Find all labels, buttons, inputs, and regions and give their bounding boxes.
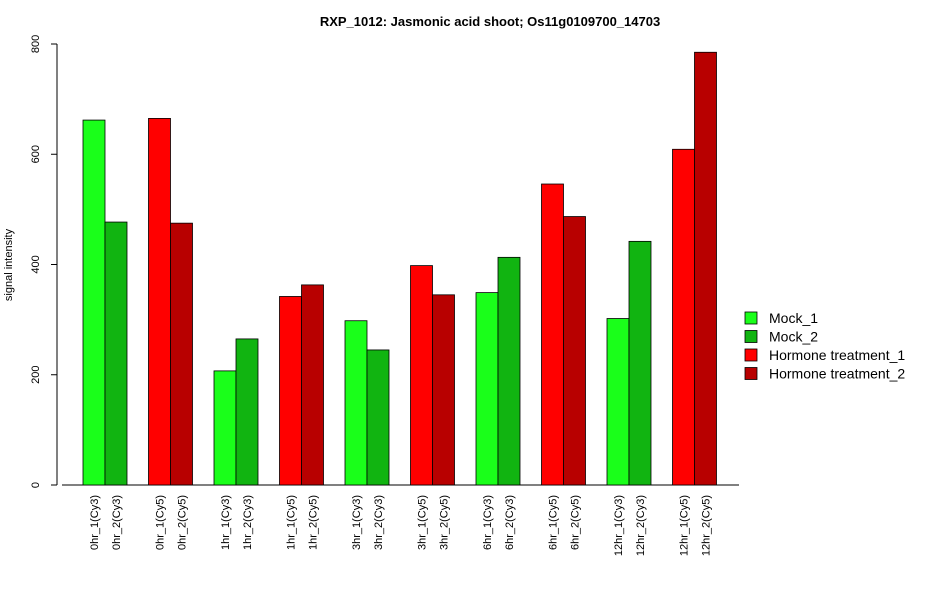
bars [82,51,717,486]
x-tick-label: 0hr_2(Cy5) [177,495,189,550]
bar-0hr_1(Cy3) [82,119,106,486]
bar-12hr_1(Cy3) [606,318,630,486]
legend-label: Mock_2 [769,329,818,345]
legend-label: Mock_1 [769,310,818,326]
bar-6hr_2(Cy3) [497,256,521,486]
bar-1hr_1(Cy3) [213,370,237,486]
bar-3hr_1(Cy5) [410,265,433,486]
x-tick-label: 0hr_1(Cy3) [89,495,101,550]
x-tick-label: 6hr_2(Cy3) [504,495,516,550]
bar-6hr_1(Cy3) [475,292,499,486]
x-tick-label: 1hr_1(Cy5) [286,495,298,550]
x-tick-label: 1hr_1(Cy3) [220,495,232,550]
legend-label: Hormone treatment_1 [769,347,905,363]
bar-12hr_1(Cy5) [672,148,695,486]
bar-12hr_2(Cy5) [694,51,717,486]
bar-12hr_2(Cy3) [628,240,652,486]
y-tick-label: 400 [30,255,42,273]
y-axis: 0 200 400 600 800 [30,35,58,488]
x-tick-label: 3hr_1(Cy3) [351,495,363,550]
x-tick-label: 0hr_2(Cy3) [111,495,123,550]
bar-0hr_1(Cy5) [148,118,171,486]
x-tick-label: 12hr_1(Cy3) [613,495,625,556]
bar-0hr_2(Cy3) [104,221,128,486]
bar-3hr_2(Cy5) [432,294,455,486]
x-tick-label: 6hr_1(Cy5) [548,495,560,550]
bar-3hr_2(Cy3) [366,349,390,486]
x-tick-label: 3hr_2(Cy3) [373,495,385,550]
x-tick-label: 12hr_2(Cy5) [701,495,713,556]
x-tick-label: 1hr_2(Cy5) [308,495,320,550]
legend-label: Hormone treatment_2 [769,366,905,382]
bar-1hr_2(Cy5) [301,284,324,486]
bar-3hr_1(Cy3) [344,320,368,486]
x-tick-label: 12hr_2(Cy3) [635,495,647,556]
x-tick-label: 3hr_1(Cy5) [417,495,429,550]
legend-swatch [744,311,758,325]
x-tick-label: 0hr_1(Cy5) [155,495,167,550]
bar-1hr_2(Cy3) [235,338,259,486]
y-tick-label: 0 [30,482,42,488]
bar-1hr_1(Cy5) [279,296,302,486]
legend: Mock_1 Mock_2 Hormone treatment_1 Hormone t… [744,310,905,382]
x-tick-labels: 0hr_1(Cy3) 0hr_2(Cy3) 0hr_1(Cy5) 0hr_2(Cy5)… [89,495,713,556]
legend-swatch [744,330,758,343]
chart-title: RXP_1012: Jasmonic acid shoot; Os11g0109… [320,14,660,29]
y-tick-label: 800 [30,35,42,53]
x-tick-label: 6hr_1(Cy3) [482,495,494,550]
x-tick-label: 6hr_2(Cy5) [570,495,582,550]
y-tick-label: 200 [30,366,42,384]
legend-swatch [744,367,758,380]
x-tick-label: 12hr_1(Cy5) [679,495,691,556]
x-tick-label: 1hr_2(Cy3) [242,495,254,550]
x-tick-label: 3hr_2(Cy5) [439,495,451,550]
bar-0hr_2(Cy5) [170,222,193,486]
bar-6hr_1(Cy5) [541,183,564,486]
y-tick-label: 600 [30,145,42,163]
legend-swatch [744,348,758,362]
bar-6hr_2(Cy5) [563,216,586,486]
y-axis-label: signal intensity [3,228,15,301]
